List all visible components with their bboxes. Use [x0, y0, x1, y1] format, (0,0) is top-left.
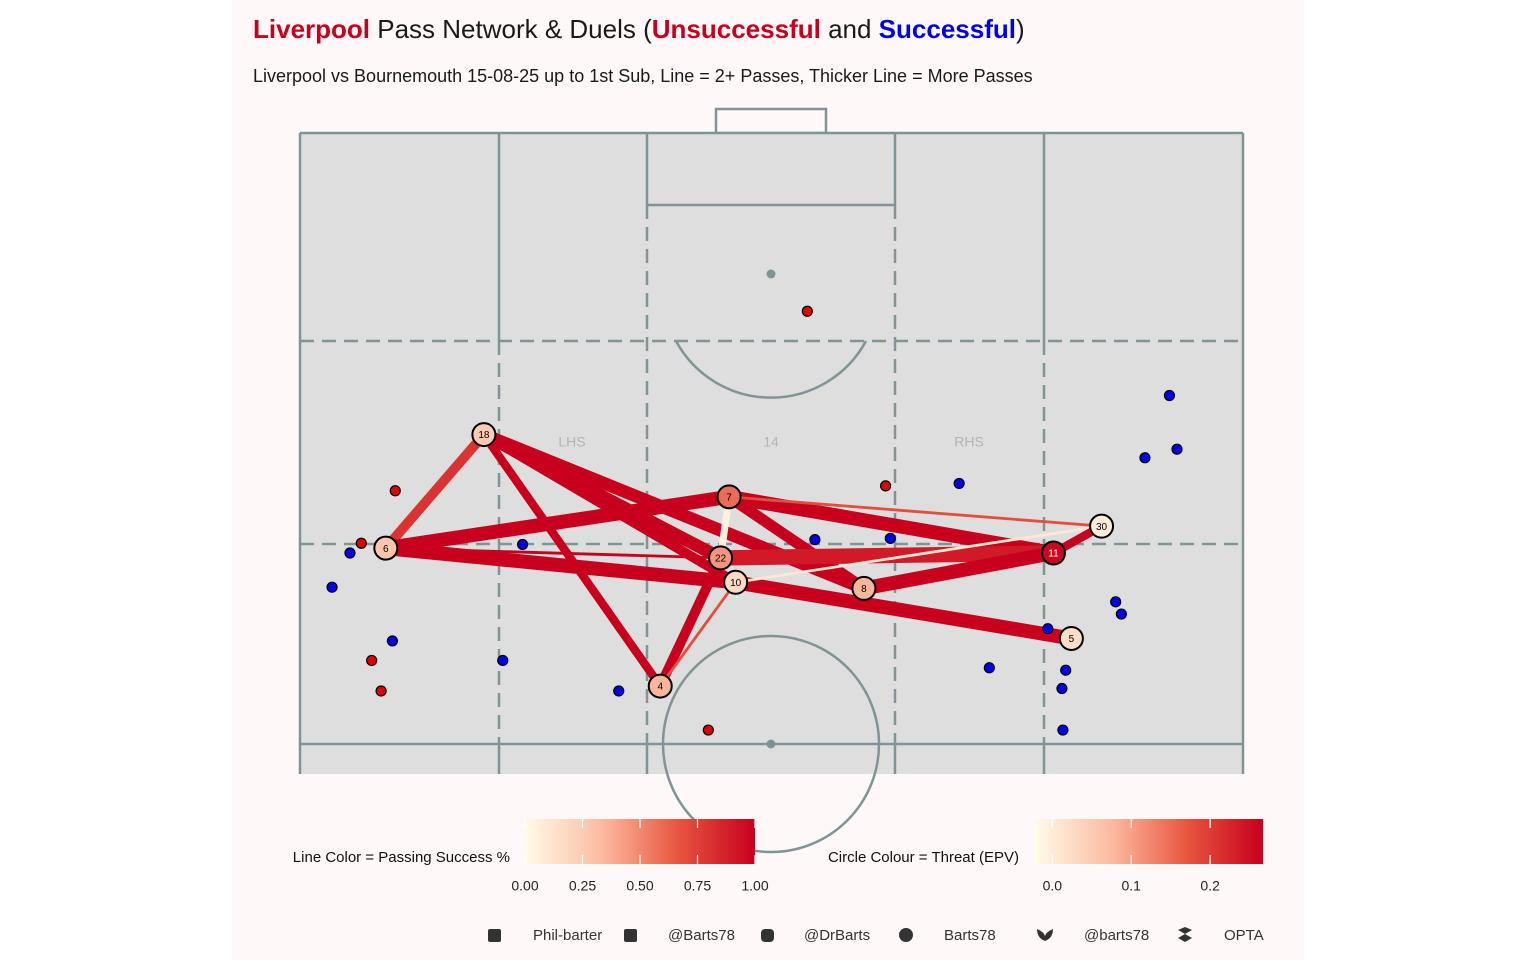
player-node [723, 569, 749, 595]
duel-point [1115, 608, 1127, 620]
footer-icons [488, 927, 1192, 942]
colorbar-tick-label: 1.00 [741, 878, 768, 894]
player-node [373, 535, 399, 561]
pitch [298, 107, 1245, 854]
duel-point [355, 537, 367, 549]
player-label: 18 [478, 430, 490, 441]
pass-line [725, 492, 868, 594]
title-part: ) [1016, 14, 1025, 44]
colorbar [1035, 819, 1263, 864]
player-node [647, 673, 673, 699]
zone-label: RHS [954, 434, 984, 450]
player-label: 4 [657, 682, 663, 693]
duel-point [953, 477, 965, 490]
pass-line [862, 546, 1055, 596]
player-label: 22 [715, 554, 727, 565]
duel-point [1060, 664, 1072, 676]
pass-line [384, 489, 731, 556]
pass-line [727, 489, 1055, 560]
duel-point [983, 662, 995, 674]
zone-label: LHS [558, 434, 585, 450]
title-part: Pass Network & Duels ( [370, 14, 652, 44]
player-node [471, 422, 497, 448]
legend-title: Circle Colour = Threat (EPV) [828, 849, 1019, 866]
pass-line [659, 581, 737, 687]
player-label: 6 [383, 544, 389, 555]
colorbar-tick-label: 0.25 [569, 878, 596, 894]
pass-line [382, 431, 488, 552]
footer-text: @Barts78 [668, 927, 735, 944]
player-label: 7 [726, 492, 732, 503]
subtitle: Liverpool vs Bournemouth 15-08-25 up to … [253, 66, 1033, 86]
footer-text: OPTA [1224, 927, 1264, 944]
player-node [1089, 513, 1115, 539]
duel-point [326, 581, 338, 593]
duel-point [344, 547, 356, 559]
player-node [851, 575, 877, 601]
duel-point [801, 305, 813, 317]
duel-point [884, 532, 896, 544]
title-part: Successful [879, 14, 1016, 44]
title-part: and [821, 14, 879, 44]
duel-point [1110, 596, 1122, 608]
duel-point [1139, 452, 1151, 464]
duel-point [375, 685, 387, 697]
duel-point [497, 654, 509, 667]
colorbar-tick-label: 0.2 [1200, 878, 1220, 894]
duel-point [1057, 724, 1069, 736]
duel-point [1171, 443, 1183, 455]
footer-text: Barts78 [944, 927, 996, 944]
chart-title: Liverpool Pass Network & Duels (Unsucces… [253, 14, 1025, 44]
pass-line [385, 541, 737, 590]
player-label: 5 [1069, 634, 1075, 645]
colorbar-tick-label: 0.50 [626, 878, 653, 894]
pass-line [720, 545, 1054, 566]
pass-line [728, 495, 1102, 528]
pass-line [655, 555, 726, 689]
duel-point [613, 685, 625, 697]
zone-label: 14 [763, 434, 779, 450]
footer-text: @barts78 [1084, 927, 1149, 944]
pass-line [734, 575, 1073, 646]
duel-point [386, 635, 399, 647]
colorbar-tick-label: 0.0 [1043, 878, 1063, 894]
pass-line [735, 524, 1102, 584]
player-label: 11 [1048, 549, 1059, 560]
colorbar-tick-label: 0.75 [684, 878, 711, 894]
player-label: 10 [730, 578, 742, 589]
duel-point [702, 724, 714, 736]
footer-text: @DrBarts [804, 927, 870, 944]
title-part: Liverpool [253, 14, 370, 44]
duel-point [809, 533, 821, 546]
player-node [716, 484, 742, 510]
title-part: Unsuccessful [652, 14, 821, 44]
footer-text: Phil-barter [533, 927, 602, 944]
player-node [708, 545, 734, 571]
legend-title: Line Color = Passing Success % [293, 849, 510, 866]
duel-point [1056, 682, 1068, 695]
duel-point [389, 485, 401, 497]
player-node [1058, 625, 1084, 651]
player-label: 8 [861, 584, 867, 595]
colorbar-tick-label: 0.1 [1122, 878, 1142, 894]
player-node [1040, 540, 1066, 566]
player-label: 30 [1096, 522, 1108, 533]
duel-point [1163, 389, 1176, 402]
duel-point [516, 538, 529, 551]
duel-point [366, 654, 378, 667]
duel-point [1042, 623, 1054, 635]
duel-point [880, 480, 892, 492]
colorbar-tick-label: 0.00 [511, 878, 538, 894]
